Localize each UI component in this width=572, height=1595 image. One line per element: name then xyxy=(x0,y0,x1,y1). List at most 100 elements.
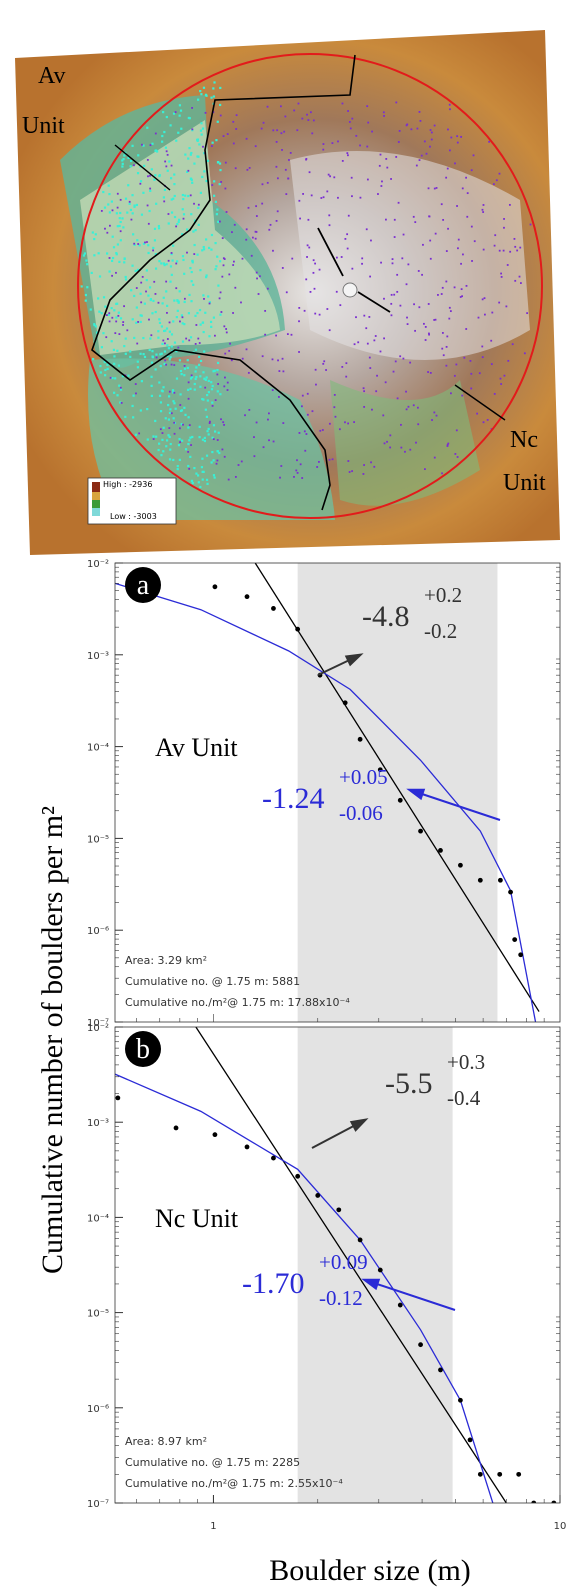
dot xyxy=(195,366,197,368)
dot xyxy=(449,108,451,110)
dot xyxy=(256,272,258,274)
dot xyxy=(159,322,161,324)
dot xyxy=(416,165,418,167)
dot xyxy=(137,243,139,245)
dot xyxy=(126,329,128,331)
dot xyxy=(380,351,382,353)
dot xyxy=(282,358,284,360)
dot xyxy=(155,436,157,438)
dot xyxy=(184,153,186,155)
dot xyxy=(181,440,183,442)
dot xyxy=(193,163,195,165)
dot xyxy=(314,263,316,265)
dot xyxy=(165,364,167,366)
dot xyxy=(116,394,118,396)
dot xyxy=(323,196,325,198)
dot xyxy=(171,252,173,254)
dot xyxy=(410,128,412,130)
dot xyxy=(342,103,344,105)
dot xyxy=(136,287,138,289)
dot xyxy=(101,210,103,212)
dot xyxy=(442,332,444,334)
dot xyxy=(346,152,348,154)
dot xyxy=(384,442,386,444)
dot xyxy=(143,353,145,355)
dot xyxy=(246,228,248,230)
dot xyxy=(111,317,113,319)
dot xyxy=(202,478,204,480)
dot xyxy=(242,258,244,260)
dot xyxy=(208,428,210,430)
dot xyxy=(125,198,127,200)
dot xyxy=(200,130,202,132)
dot xyxy=(175,226,177,228)
dot xyxy=(500,378,502,380)
dot xyxy=(272,129,274,131)
dot xyxy=(123,305,125,307)
dot xyxy=(120,389,122,391)
dot xyxy=(363,406,365,408)
dot xyxy=(206,483,208,485)
dot xyxy=(256,215,258,217)
dot xyxy=(363,315,365,317)
dot xyxy=(121,402,123,404)
dot xyxy=(429,146,431,148)
dot xyxy=(140,301,142,303)
dot xyxy=(248,372,250,374)
slope-upper-error: +0.3 xyxy=(447,1050,485,1074)
dot xyxy=(461,288,463,290)
dot xyxy=(301,405,303,407)
dot xyxy=(113,349,115,351)
data-point xyxy=(478,1472,483,1477)
dot xyxy=(180,110,182,112)
dot xyxy=(184,301,186,303)
dot xyxy=(95,233,97,235)
dot xyxy=(172,459,174,461)
y-tick-label: 10⁻² xyxy=(87,1023,109,1034)
dot xyxy=(227,382,229,384)
dot xyxy=(403,358,405,360)
dot xyxy=(177,347,179,349)
dot xyxy=(467,192,469,194)
dot xyxy=(395,156,397,158)
dot xyxy=(457,247,459,249)
dot xyxy=(101,346,103,348)
dot xyxy=(115,272,117,274)
dot xyxy=(287,178,289,180)
dot xyxy=(291,334,293,336)
dot xyxy=(138,432,140,434)
dot xyxy=(188,147,190,149)
dot xyxy=(246,138,248,140)
dot xyxy=(161,325,163,327)
dot xyxy=(125,353,127,355)
dot xyxy=(106,252,108,254)
dot xyxy=(420,120,422,122)
unit-label: Unit xyxy=(503,470,546,496)
dot xyxy=(433,412,435,414)
dot xyxy=(228,350,230,352)
x-axis-label: Boulder size (m) xyxy=(269,1554,471,1587)
dot xyxy=(322,363,324,365)
dot xyxy=(180,410,182,412)
dot xyxy=(211,388,213,390)
data-point xyxy=(458,863,463,868)
dot xyxy=(454,453,456,455)
dot xyxy=(102,332,104,334)
data-point xyxy=(343,700,348,705)
dot xyxy=(135,393,137,395)
dot xyxy=(123,345,125,347)
dot xyxy=(190,178,192,180)
dot xyxy=(272,250,274,252)
dot xyxy=(165,417,167,419)
dot xyxy=(196,139,198,141)
dot xyxy=(313,120,315,122)
dot xyxy=(415,442,417,444)
dot xyxy=(208,433,210,435)
dot xyxy=(225,162,227,164)
dot xyxy=(115,252,117,254)
dot xyxy=(408,406,410,408)
dot xyxy=(414,221,416,223)
dot xyxy=(188,416,190,418)
dot xyxy=(132,416,134,418)
dot xyxy=(186,228,188,230)
